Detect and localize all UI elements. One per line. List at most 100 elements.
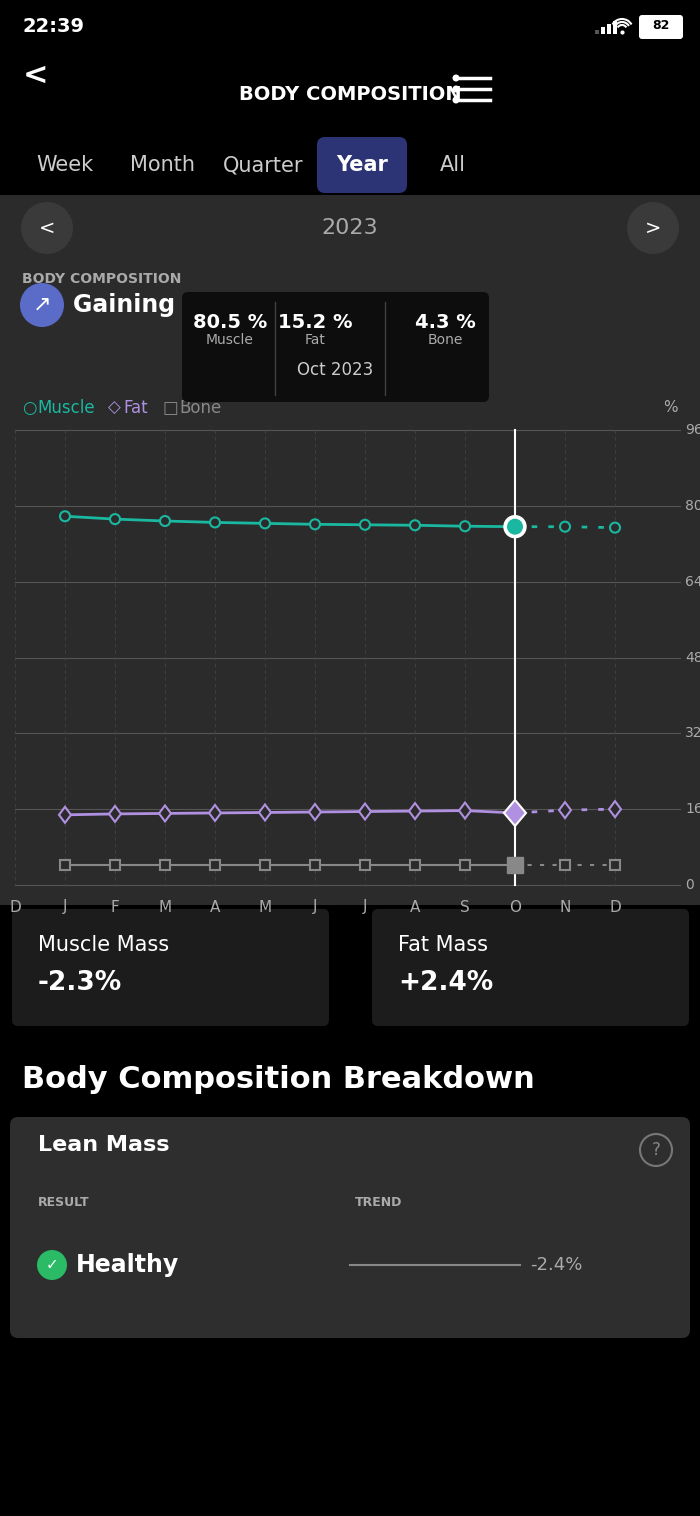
Bar bbox=[310, 860, 320, 870]
Polygon shape bbox=[109, 807, 121, 822]
Circle shape bbox=[310, 520, 320, 529]
Circle shape bbox=[160, 515, 170, 526]
Text: ○: ○ bbox=[22, 399, 36, 417]
Text: %: % bbox=[664, 400, 678, 415]
Bar bbox=[0, 55, 700, 135]
Circle shape bbox=[460, 522, 470, 531]
Text: -2.3%: -2.3% bbox=[38, 970, 122, 996]
Text: ?: ? bbox=[652, 1142, 660, 1160]
Text: □: □ bbox=[163, 399, 179, 417]
Text: Month: Month bbox=[130, 155, 195, 174]
Bar bbox=[613, 21, 617, 33]
Text: 80.5 %: 80.5 % bbox=[193, 312, 267, 332]
Text: 96: 96 bbox=[685, 423, 700, 437]
Text: O: O bbox=[509, 899, 521, 914]
Text: Muscle: Muscle bbox=[37, 399, 95, 417]
Text: BODY COMPOSITION: BODY COMPOSITION bbox=[22, 271, 181, 287]
FancyBboxPatch shape bbox=[372, 910, 689, 1026]
Polygon shape bbox=[359, 803, 371, 820]
FancyBboxPatch shape bbox=[317, 136, 407, 193]
Text: 80: 80 bbox=[685, 499, 700, 512]
Text: All: All bbox=[440, 155, 466, 174]
Polygon shape bbox=[309, 803, 321, 820]
Text: RESULT: RESULT bbox=[38, 1196, 90, 1208]
Text: 64: 64 bbox=[685, 575, 700, 588]
Text: Body Composition Breakdown: Body Composition Breakdown bbox=[22, 1066, 535, 1095]
Text: <: < bbox=[22, 61, 48, 89]
Bar bbox=[0, 0, 700, 55]
Text: 48: 48 bbox=[685, 650, 700, 664]
Text: Bone: Bone bbox=[427, 334, 463, 347]
Circle shape bbox=[60, 511, 70, 522]
Text: ↗: ↗ bbox=[33, 296, 51, 315]
Bar bbox=[680, 23, 683, 30]
Text: TREND: TREND bbox=[355, 1196, 402, 1208]
Text: 0: 0 bbox=[685, 878, 694, 891]
Bar bbox=[610, 860, 620, 870]
Text: 82: 82 bbox=[652, 20, 670, 32]
Bar bbox=[0, 905, 700, 1029]
Text: A: A bbox=[410, 899, 420, 914]
Circle shape bbox=[110, 514, 120, 525]
Circle shape bbox=[410, 520, 420, 531]
Text: M: M bbox=[258, 899, 272, 914]
Circle shape bbox=[627, 202, 679, 255]
Circle shape bbox=[507, 518, 523, 535]
Text: 2023: 2023 bbox=[322, 218, 378, 238]
Bar bbox=[60, 860, 70, 870]
Text: M: M bbox=[158, 899, 172, 914]
Text: >: > bbox=[645, 218, 662, 238]
Polygon shape bbox=[409, 803, 421, 819]
Text: ◇: ◇ bbox=[108, 399, 120, 417]
Bar bbox=[460, 860, 470, 870]
Circle shape bbox=[20, 283, 64, 327]
Text: D: D bbox=[609, 899, 621, 914]
Text: Fat Mass: Fat Mass bbox=[398, 935, 488, 955]
Text: Quarter: Quarter bbox=[223, 155, 303, 174]
Circle shape bbox=[210, 517, 220, 528]
Bar bbox=[0, 196, 700, 905]
Text: <: < bbox=[38, 218, 55, 238]
FancyBboxPatch shape bbox=[182, 293, 489, 402]
Circle shape bbox=[504, 515, 526, 538]
Polygon shape bbox=[259, 805, 271, 820]
Circle shape bbox=[610, 523, 620, 532]
Text: F: F bbox=[111, 899, 120, 914]
Bar bbox=[601, 27, 605, 33]
Bar bbox=[507, 857, 523, 873]
Bar bbox=[160, 860, 170, 870]
Text: Lean Mass: Lean Mass bbox=[38, 1135, 169, 1155]
Bar bbox=[595, 30, 599, 33]
Bar bbox=[410, 860, 420, 870]
Text: -2.4%: -2.4% bbox=[530, 1255, 582, 1273]
Polygon shape bbox=[159, 805, 171, 822]
Text: Healthy: Healthy bbox=[76, 1254, 179, 1276]
Text: ✓: ✓ bbox=[46, 1257, 58, 1272]
Circle shape bbox=[21, 202, 73, 255]
Circle shape bbox=[452, 97, 459, 103]
Text: N: N bbox=[559, 899, 570, 914]
Bar bbox=[110, 860, 120, 870]
Text: 32: 32 bbox=[685, 726, 700, 740]
Circle shape bbox=[37, 1251, 67, 1280]
Text: A: A bbox=[210, 899, 220, 914]
Text: Muscle Mass: Muscle Mass bbox=[38, 935, 169, 955]
Circle shape bbox=[560, 522, 570, 532]
Circle shape bbox=[360, 520, 370, 529]
Polygon shape bbox=[559, 802, 571, 819]
Text: Year: Year bbox=[336, 155, 388, 174]
Text: S: S bbox=[460, 899, 470, 914]
Text: 16: 16 bbox=[685, 802, 700, 816]
FancyBboxPatch shape bbox=[10, 1117, 690, 1339]
Polygon shape bbox=[459, 802, 471, 819]
Text: J: J bbox=[363, 899, 368, 914]
Polygon shape bbox=[504, 800, 526, 826]
Text: Gaining fa: Gaining fa bbox=[73, 293, 209, 317]
Bar bbox=[0, 1040, 700, 1516]
Text: Fat: Fat bbox=[123, 399, 148, 417]
Text: D: D bbox=[9, 899, 21, 914]
Circle shape bbox=[452, 85, 459, 92]
Text: Oct 2023: Oct 2023 bbox=[297, 361, 373, 379]
Text: BODY COMPOSITION: BODY COMPOSITION bbox=[239, 85, 461, 105]
Bar bbox=[607, 24, 611, 33]
